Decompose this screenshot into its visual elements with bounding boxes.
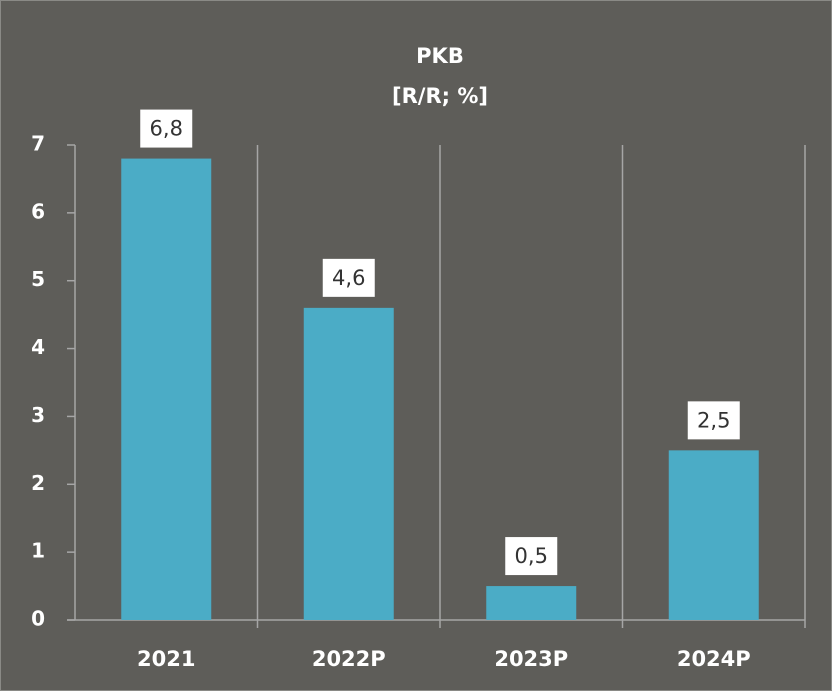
y-tick-label: 1 <box>31 539 45 563</box>
y-tick-label: 5 <box>31 267 45 291</box>
bar <box>303 307 394 620</box>
x-tick-label: 2021 <box>137 647 195 671</box>
bar <box>486 586 577 620</box>
chart-subtitle: [R/R; %] <box>392 84 488 108</box>
value-label-box <box>322 258 375 297</box>
y-tick-label: 6 <box>31 199 45 223</box>
y-tick-label: 7 <box>31 132 45 156</box>
y-tick-label: 2 <box>31 471 45 495</box>
x-tick-label: 2024P <box>677 647 751 671</box>
bar <box>121 158 212 621</box>
y-tick-label: 3 <box>31 403 45 427</box>
x-tick-label: 2022P <box>312 647 386 671</box>
chart-title: PKB <box>416 44 464 68</box>
value-label-box <box>687 401 740 440</box>
bar <box>668 450 759 620</box>
value-label: 4,6 <box>332 266 365 290</box>
value-label-box <box>140 109 193 148</box>
x-tick-label: 2023P <box>494 647 568 671</box>
value-label: 6,8 <box>150 117 183 141</box>
y-tick-label: 4 <box>31 335 45 359</box>
value-label-box <box>505 537 558 576</box>
value-label: 0,5 <box>515 544 548 568</box>
y-tick-label: 0 <box>31 607 45 631</box>
value-label: 2,5 <box>697 408 730 432</box>
